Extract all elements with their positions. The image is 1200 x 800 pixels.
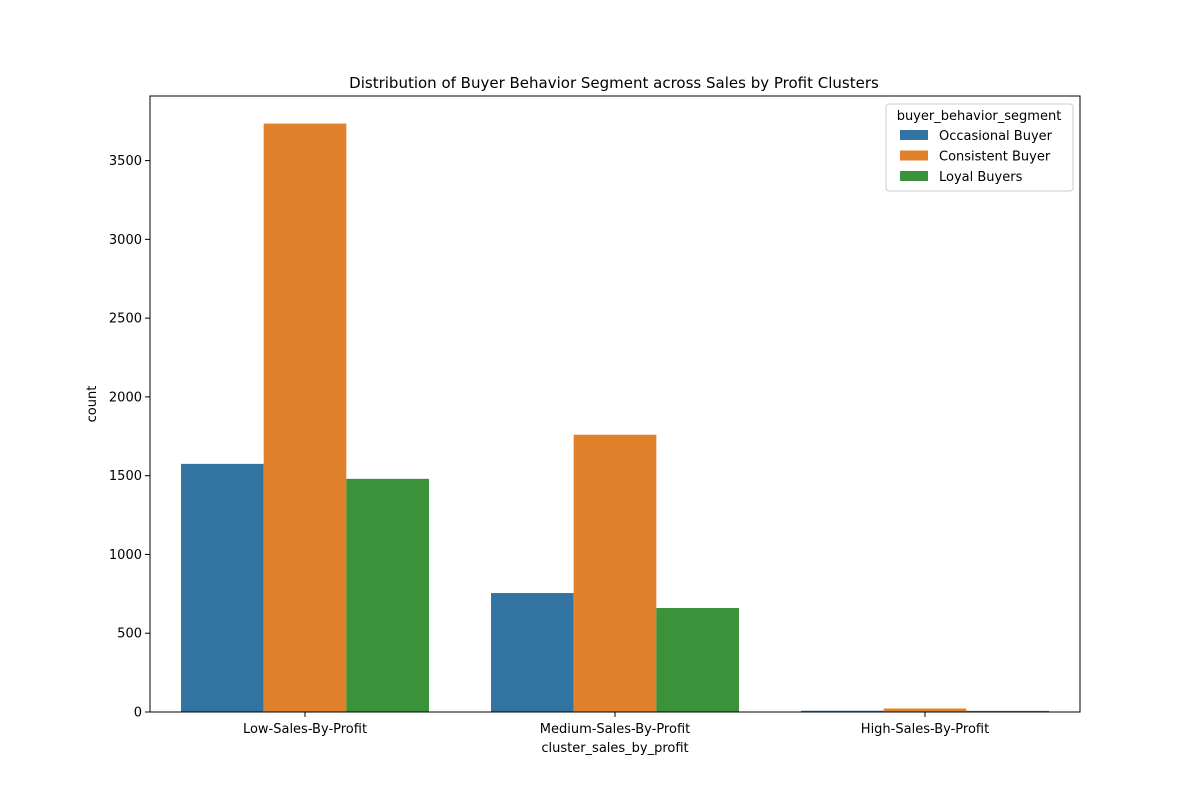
bar-loyal-buyers-medium-sales-by-profit bbox=[656, 608, 739, 712]
x-tick-label: High-Sales-By-Profit bbox=[861, 722, 989, 737]
y-axis: 0 500 1000 1500 2000 2500 3000 3500 bbox=[109, 154, 150, 721]
bar-loyal-buyers-high-sales-by-profit bbox=[966, 710, 1049, 712]
bar-loyal-buyers-low-sales-by-profit bbox=[346, 478, 429, 712]
chart-title: Distribution of Buyer Behavior Segment a… bbox=[349, 74, 879, 92]
legend-entry: Consistent Buyer bbox=[939, 150, 1051, 165]
y-tick-label: 2500 bbox=[109, 312, 142, 327]
bar-consistent-buyer-high-sales-by-profit bbox=[883, 708, 967, 712]
y-tick-label: 3500 bbox=[109, 154, 142, 169]
legend-entry: Occasional Buyer bbox=[939, 129, 1053, 144]
bar-consistent-buyer-medium-sales-by-profit bbox=[573, 434, 657, 712]
y-tick-label: 500 bbox=[117, 627, 142, 642]
legend: buyer_behavior_segment Occasional Buyer C… bbox=[885, 103, 1074, 192]
bar-occasional-buyer-medium-sales-by-profit bbox=[491, 593, 574, 712]
x-axis: Low-Sales-By-Profit Medium-Sales-By-Profi… bbox=[243, 712, 989, 737]
x-tick-label: Medium-Sales-By-Profit bbox=[540, 722, 690, 737]
legend-swatch bbox=[900, 171, 928, 181]
y-axis-label: count bbox=[85, 386, 100, 423]
legend-swatch bbox=[900, 150, 928, 161]
legend-items: Occasional Buyer Consistent Buyer Loyal Bu… bbox=[900, 129, 1053, 185]
y-tick-label: 1000 bbox=[109, 548, 142, 563]
y-tick-label: 0 bbox=[134, 706, 142, 721]
legend-swatch bbox=[900, 130, 928, 140]
bar-occasional-buyer-low-sales-by-profit bbox=[181, 463, 264, 712]
x-axis-label: cluster_sales_by_profit bbox=[541, 741, 688, 756]
legend-title: buyer_behavior_segment bbox=[897, 109, 1062, 124]
bar-occasional-buyer-high-sales-by-profit bbox=[801, 710, 884, 712]
y-tick-label: 1500 bbox=[109, 469, 142, 484]
y-tick-label: 3000 bbox=[109, 233, 142, 248]
y-tick-label: 2000 bbox=[109, 390, 142, 405]
x-tick-label: Low-Sales-By-Profit bbox=[243, 722, 367, 737]
legend-box bbox=[885, 103, 1074, 192]
bars-group bbox=[181, 123, 1049, 712]
legend-entry: Loyal Buyers bbox=[939, 170, 1023, 185]
bar-consistent-buyer-low-sales-by-profit bbox=[263, 123, 347, 712]
